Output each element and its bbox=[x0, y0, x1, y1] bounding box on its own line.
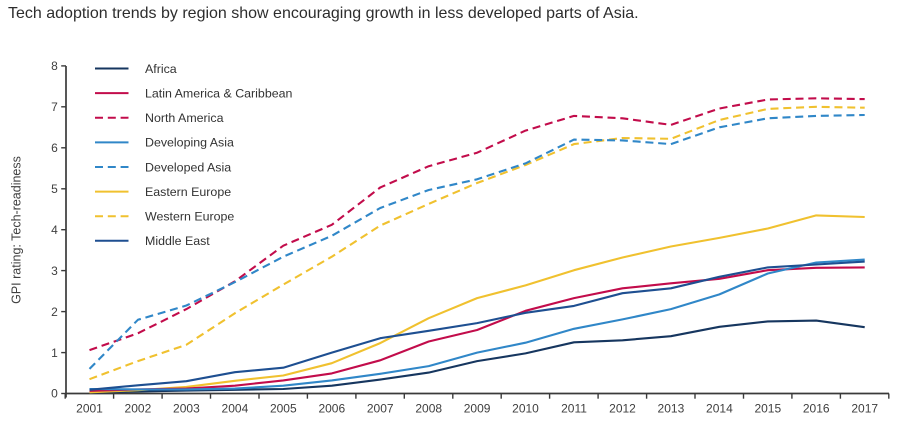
svg-text:5: 5 bbox=[51, 182, 58, 196]
svg-text:2017: 2017 bbox=[851, 402, 878, 416]
svg-text:2004: 2004 bbox=[222, 402, 249, 416]
svg-text:2001: 2001 bbox=[76, 402, 103, 416]
svg-text:Middle East: Middle East bbox=[145, 234, 210, 248]
svg-text:1: 1 bbox=[51, 346, 58, 360]
svg-text:2016: 2016 bbox=[803, 402, 830, 416]
svg-text:2008: 2008 bbox=[415, 402, 442, 416]
svg-text:Africa: Africa bbox=[145, 62, 177, 76]
svg-text:2009: 2009 bbox=[464, 402, 491, 416]
svg-text:3: 3 bbox=[51, 264, 58, 278]
svg-text:4: 4 bbox=[51, 223, 58, 237]
svg-text:2007: 2007 bbox=[367, 402, 394, 416]
svg-text:2005: 2005 bbox=[270, 402, 297, 416]
svg-text:2002: 2002 bbox=[125, 402, 152, 416]
svg-text:Developing Asia: Developing Asia bbox=[145, 136, 234, 150]
svg-text:2013: 2013 bbox=[658, 402, 685, 416]
svg-text:Tech adoption trends by region: Tech adoption trends by region show enco… bbox=[8, 5, 639, 22]
svg-text:2012: 2012 bbox=[609, 402, 636, 416]
svg-text:2010: 2010 bbox=[512, 402, 539, 416]
svg-text:Eastern Europe: Eastern Europe bbox=[145, 185, 231, 199]
svg-text:2011: 2011 bbox=[561, 402, 587, 416]
svg-text:North America: North America bbox=[145, 111, 224, 125]
svg-text:GPI rating: Tech-readiness: GPI rating: Tech-readiness bbox=[10, 156, 24, 304]
svg-text:7: 7 bbox=[51, 100, 58, 114]
svg-text:Latin America & Caribbean: Latin America & Caribbean bbox=[145, 86, 293, 100]
svg-text:2: 2 bbox=[51, 305, 58, 319]
svg-text:Developed Asia: Developed Asia bbox=[145, 160, 231, 174]
svg-text:2003: 2003 bbox=[173, 402, 200, 416]
svg-text:0: 0 bbox=[51, 387, 58, 401]
svg-text:6: 6 bbox=[51, 141, 58, 155]
svg-text:2015: 2015 bbox=[754, 402, 781, 416]
svg-text:8: 8 bbox=[51, 59, 58, 73]
svg-text:Western Europe: Western Europe bbox=[145, 210, 234, 224]
svg-text:2014: 2014 bbox=[706, 402, 733, 416]
svg-text:2006: 2006 bbox=[318, 402, 345, 416]
